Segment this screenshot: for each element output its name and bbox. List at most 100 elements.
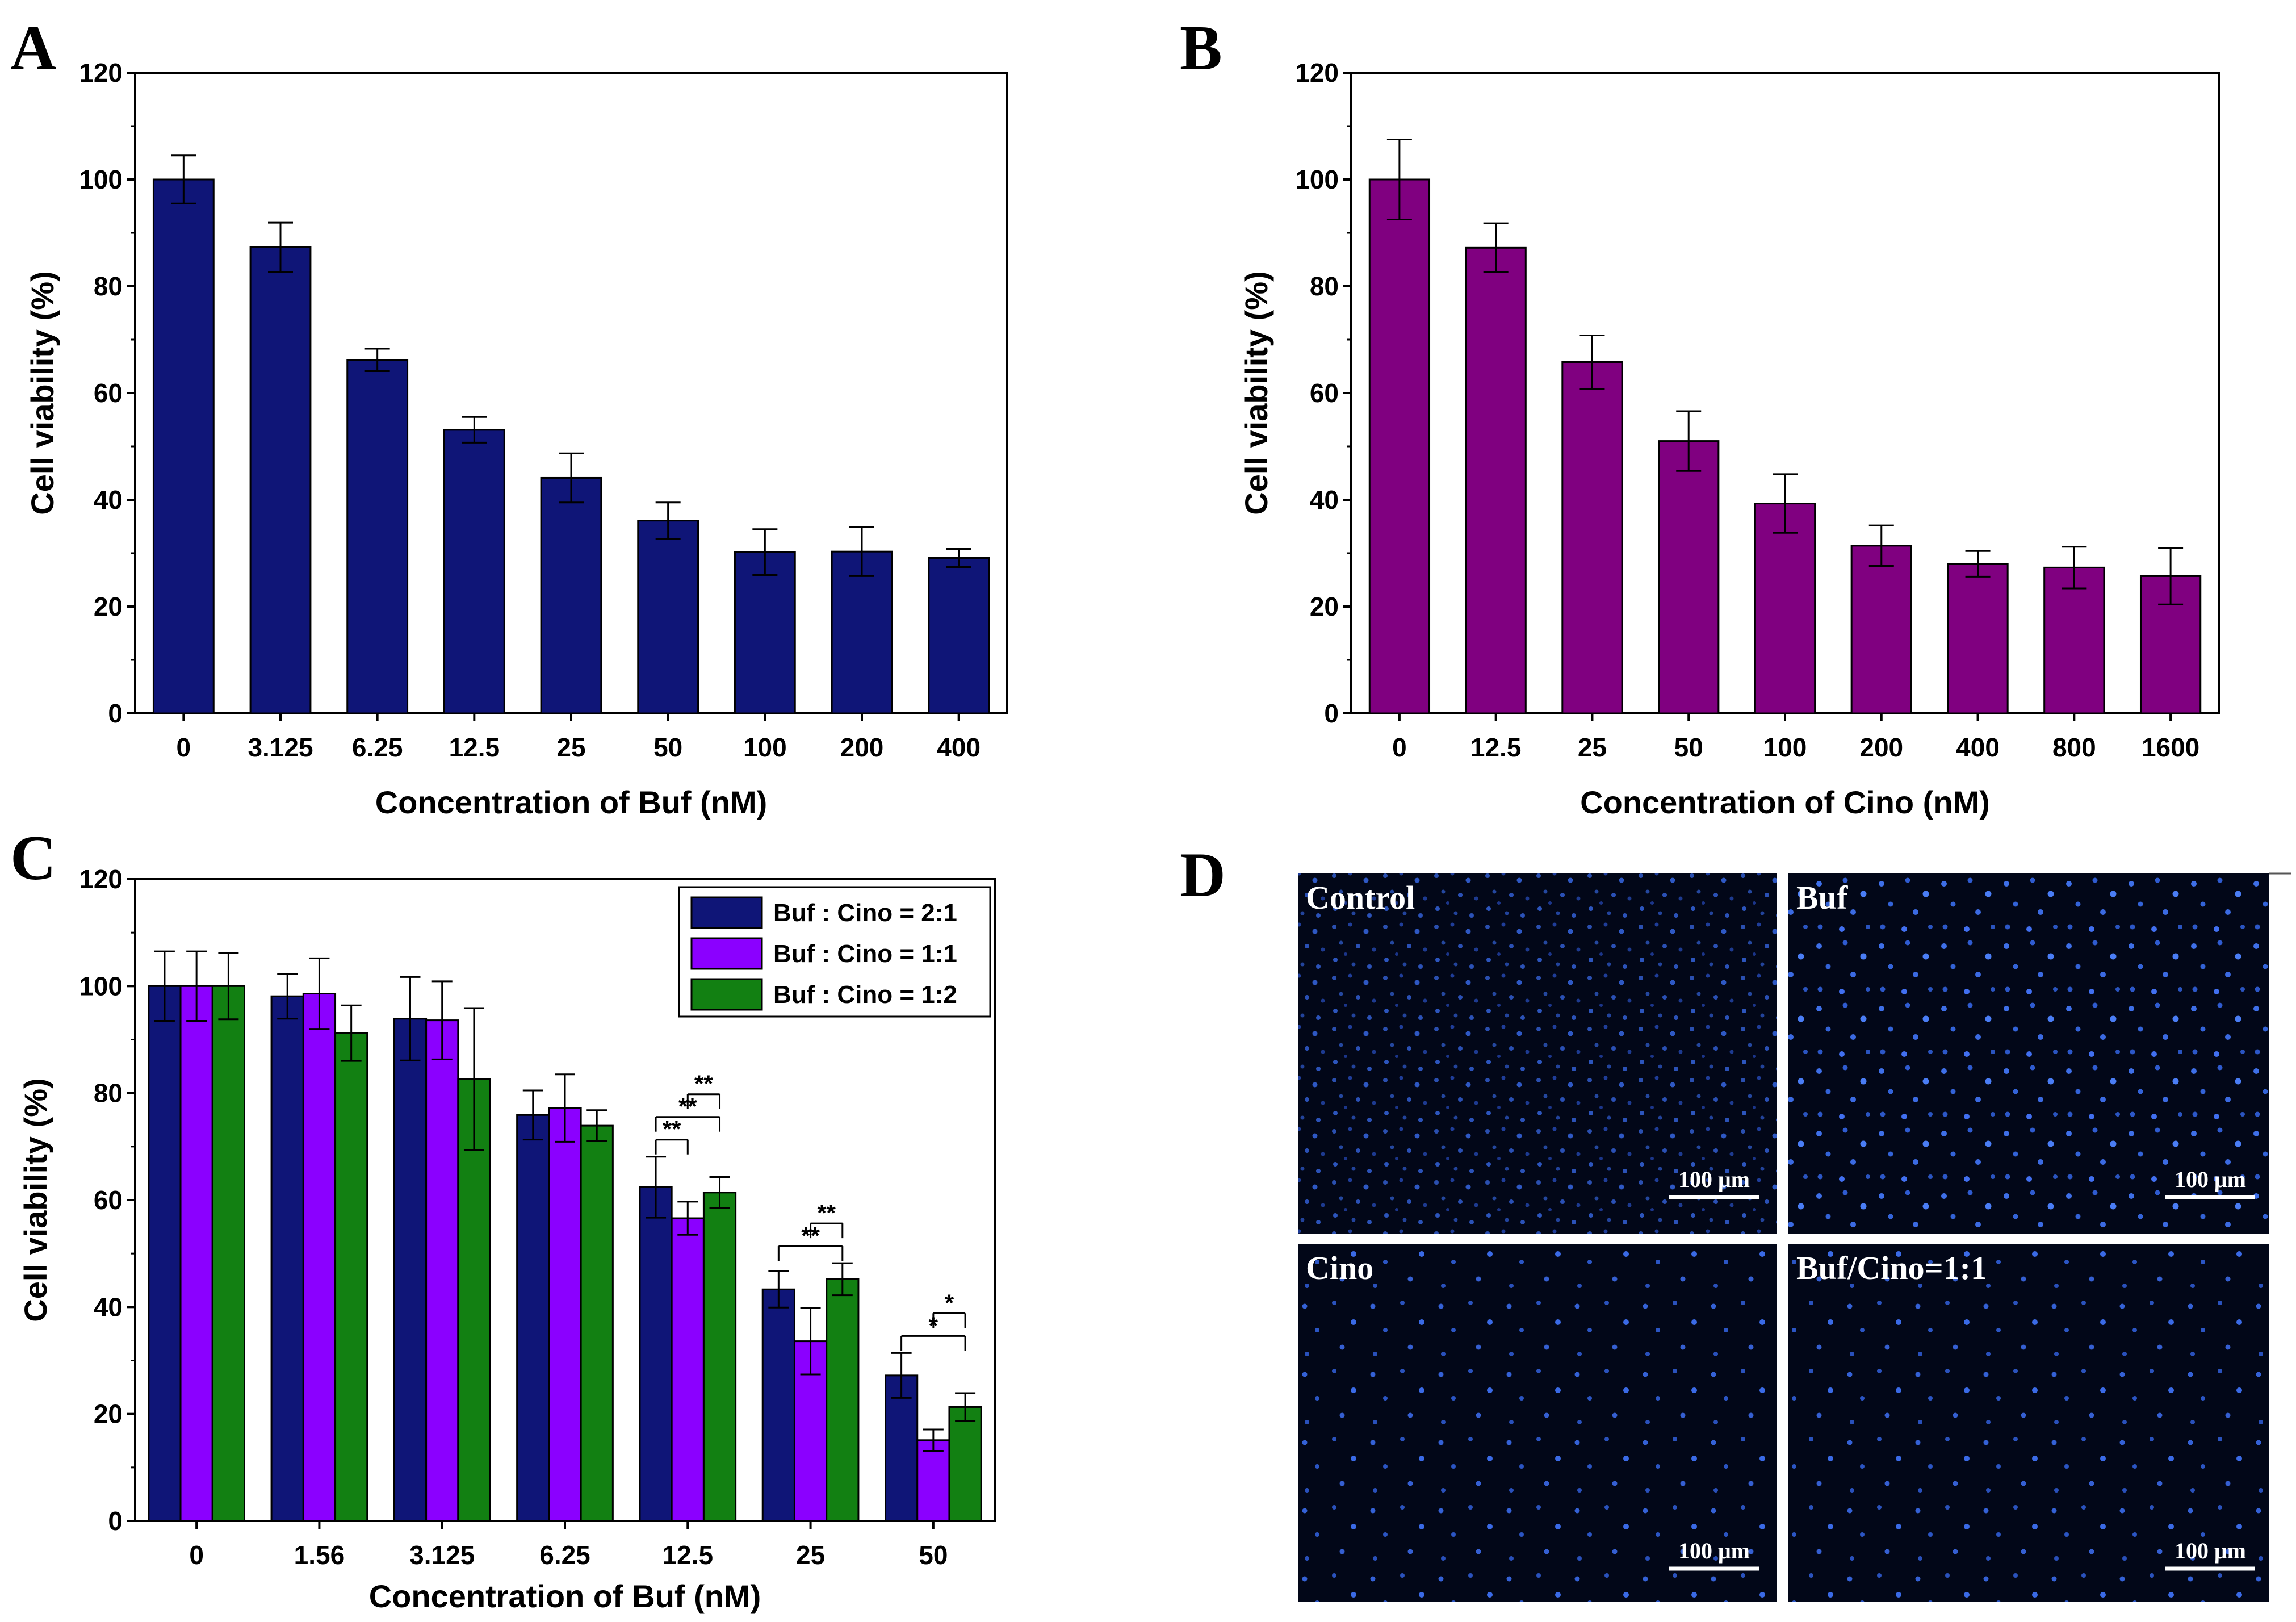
micrograph-label: Buf — [1796, 879, 1848, 916]
bar — [443, 429, 505, 714]
x-tick-label: 12.5 — [663, 1540, 714, 1570]
x-tick-label: 25 — [796, 1540, 825, 1570]
bar — [734, 551, 796, 714]
bar — [334, 1032, 368, 1522]
x-axis-label: Concentration of Buf (nM) — [369, 1578, 761, 1614]
sig-mark: * — [945, 1289, 954, 1316]
bar — [702, 1192, 737, 1522]
bar — [928, 557, 990, 714]
scale-label: 100 μm — [2175, 1167, 2246, 1192]
x-tick-label: 100 — [743, 733, 787, 762]
panel-label-c: C — [10, 823, 56, 893]
x-tick-label: 1.56 — [294, 1540, 345, 1570]
y-tick-label: 100 — [1295, 165, 1339, 194]
bar — [916, 1439, 950, 1522]
micrograph-label: Control — [1306, 879, 1415, 916]
bar — [671, 1217, 705, 1522]
bar — [393, 1018, 428, 1522]
panel-label-d: D — [1180, 840, 1226, 910]
x-axis-label: Concentration of Buf (nM) — [375, 784, 768, 820]
bar — [2043, 566, 2105, 714]
y-tick-label: 20 — [1310, 592, 1339, 621]
x-tick-label: 0 — [189, 1540, 204, 1570]
bar — [179, 985, 213, 1522]
chart-a: 0 20 40 60 80 100 120 Cell viability (%) Concent… — [24, 58, 1008, 820]
y-tick-label: 40 — [94, 1292, 123, 1322]
bar — [826, 1278, 860, 1522]
y-axis-label: Cell viability (%) — [18, 1078, 53, 1322]
chart-c: 0 20 40 60 80 100 120 Cell viability (%) Concent… — [18, 864, 996, 1614]
y-tick-label: 60 — [94, 1185, 123, 1215]
bar — [152, 178, 215, 714]
y-tick-label: 40 — [94, 485, 123, 515]
micrograph-control: Control 100 μm — [1298, 873, 1777, 1234]
panel-label-a: A — [10, 13, 56, 83]
x-tick-label: 0 — [177, 733, 191, 762]
y-tick-label: 100 — [79, 165, 123, 194]
bar — [249, 246, 312, 714]
x-tick-label: 6.25 — [352, 733, 403, 762]
x-tick-label: 3.125 — [248, 733, 313, 762]
y-tick-label: 80 — [94, 271, 123, 301]
legend-label: Buf : Cino = 1:1 — [773, 940, 957, 968]
micrograph-buf-cino: Buf/Cino=1:1 100 μm — [1788, 1244, 2269, 1602]
x-axis-label: Concentration of Cino (nM) — [1580, 784, 1990, 820]
x-tick-label: 0 — [1392, 733, 1407, 762]
legend-swatch — [690, 978, 763, 1011]
bar — [1658, 440, 1720, 714]
bar — [270, 995, 304, 1522]
bar — [637, 520, 699, 714]
y-tick-label: 120 — [1295, 58, 1339, 87]
y-tick-label: 0 — [108, 1506, 123, 1536]
x-tick-label: 200 — [1859, 733, 1903, 762]
x-tick-label: 6.25 — [539, 1540, 590, 1570]
micrograph-label: Cino — [1306, 1249, 1373, 1286]
legend-label: Buf : Cino = 2:1 — [773, 899, 957, 927]
bar — [948, 1406, 982, 1522]
legend-swatch — [690, 896, 763, 929]
x-tick-label: 12.5 — [449, 733, 500, 762]
micrograph-label: Buf/Cino=1:1 — [1796, 1249, 1987, 1286]
scale-label: 100 μm — [1678, 1538, 1750, 1564]
bar — [540, 476, 602, 714]
sig-mark: ** — [694, 1071, 713, 1097]
y-tick-label: 20 — [94, 592, 123, 621]
bar — [346, 359, 409, 714]
bar — [831, 550, 893, 714]
y-tick-label: 100 — [79, 971, 123, 1001]
y-tick-label: 80 — [1310, 271, 1339, 301]
x-tick-label: 50 — [1674, 733, 1703, 762]
bar — [425, 1019, 459, 1522]
x-tick-label: 25 — [1578, 733, 1607, 762]
bar — [148, 985, 182, 1522]
scale-label: 100 μm — [1678, 1167, 1750, 1192]
legend-swatch — [690, 937, 763, 970]
x-tick-label: 400 — [1956, 733, 2000, 762]
y-tick-label: 20 — [94, 1399, 123, 1429]
x-tick-label: 200 — [840, 733, 884, 762]
y-tick-label: 60 — [1310, 378, 1339, 408]
x-tick-label: 12.5 — [1470, 733, 1522, 762]
chart-b: 0 20 40 60 80 100 120 Cell viability (%) Concent… — [1238, 58, 2220, 820]
bar — [1850, 545, 1912, 714]
bar — [211, 985, 245, 1522]
bar — [1368, 178, 1431, 714]
y-tick-label: 80 — [94, 1078, 123, 1108]
y-axis-label: Cell viability (%) — [1238, 271, 1274, 515]
bar — [1947, 563, 2009, 714]
y-axis-label: Cell viability (%) — [24, 271, 60, 515]
x-tick-label: 25 — [556, 733, 585, 762]
bar — [639, 1186, 673, 1522]
bar — [1754, 503, 1816, 714]
x-tick-label: 3.125 — [409, 1540, 475, 1570]
sig-mark: ** — [817, 1199, 836, 1226]
y-tick-label: 60 — [94, 378, 123, 408]
scale-label: 100 μm — [2175, 1538, 2246, 1564]
x-tick-label: 100 — [1763, 733, 1807, 762]
panel-label-b: B — [1180, 13, 1222, 83]
sig-mark: ** — [663, 1116, 681, 1143]
x-tick-label: 50 — [919, 1540, 948, 1570]
bar — [761, 1288, 795, 1522]
x-tick-label: 50 — [653, 733, 682, 762]
